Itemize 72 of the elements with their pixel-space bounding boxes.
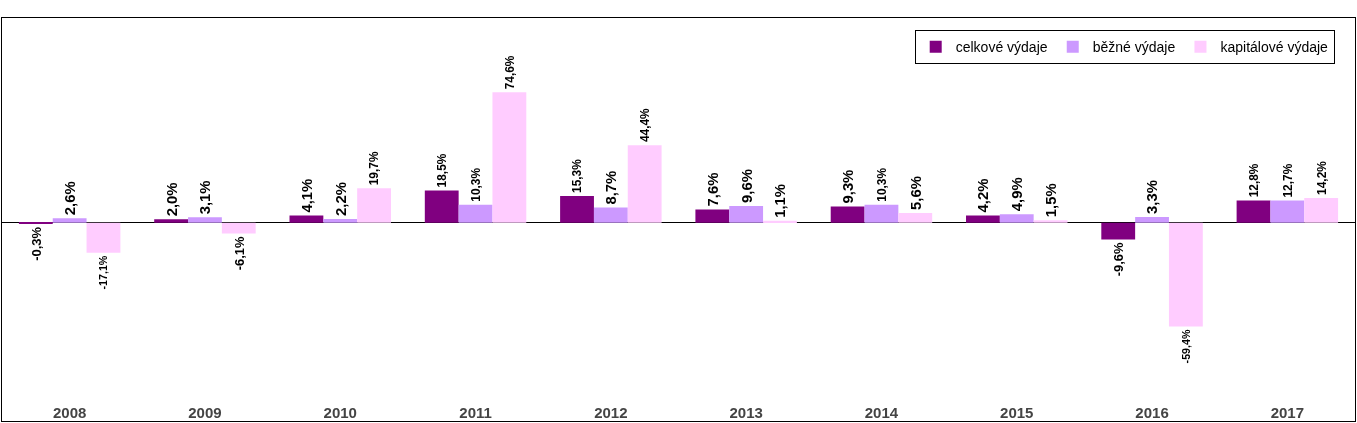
bar — [627, 145, 662, 223]
bar — [1304, 197, 1339, 223]
legend-label: celkové výdaje — [955, 39, 1048, 56]
data-label: 10,3% — [874, 167, 889, 202]
bar — [289, 215, 324, 223]
x-tick-label: 2015 — [1000, 404, 1034, 421]
bar — [864, 204, 899, 223]
data-label: 7,6% — [704, 172, 721, 207]
bar — [458, 204, 493, 223]
bar — [492, 92, 527, 223]
bar — [52, 218, 87, 223]
data-label: 4,2% — [975, 178, 992, 213]
bar — [221, 222, 256, 234]
data-label: -0,3% — [28, 226, 44, 261]
bar — [695, 209, 730, 223]
bar — [763, 220, 797, 223]
bar — [1135, 216, 1169, 223]
bar — [729, 205, 764, 223]
data-label: 8,7% — [603, 170, 620, 205]
bar — [1168, 222, 1203, 327]
data-label: 5,6% — [907, 176, 924, 210]
data-label: 3,3% — [1144, 180, 1161, 214]
data-label: 10,3% — [468, 167, 483, 202]
data-label: 15,3% — [570, 158, 585, 193]
bar — [966, 215, 1000, 223]
bar — [830, 206, 865, 223]
data-label: 14,2% — [1314, 160, 1329, 195]
x-tick-label: 2010 — [323, 404, 357, 421]
bar — [86, 222, 121, 253]
data-label: 19,7% — [367, 151, 382, 186]
bar — [188, 217, 222, 223]
data-label: -6,1% — [231, 235, 247, 271]
bar — [424, 190, 459, 223]
bar — [999, 214, 1034, 223]
data-label: -9,6% — [1110, 242, 1126, 277]
bar — [1236, 200, 1271, 223]
bar — [357, 188, 391, 223]
data-label: 18,5% — [435, 153, 450, 188]
x-tick-label: 2017 — [1270, 404, 1305, 421]
bar — [1101, 222, 1136, 240]
legend-label: běžné výdaje — [1092, 39, 1176, 56]
data-label: 74,6% — [502, 55, 517, 90]
data-label: 3,1% — [197, 180, 214, 215]
x-tick-label: 2008 — [52, 404, 87, 421]
bar — [560, 196, 594, 223]
data-label: 2,0% — [163, 182, 180, 217]
bar — [323, 218, 358, 223]
x-tick-label: 2014 — [864, 404, 899, 421]
data-label: 4,1% — [298, 178, 315, 213]
x-tick-label: 2009 — [188, 404, 222, 421]
data-label: 12,8% — [1246, 163, 1261, 198]
x-tick-label: 2011 — [459, 404, 492, 421]
data-label: 2,2% — [332, 182, 349, 216]
data-label: 9,3% — [840, 169, 857, 204]
bar — [154, 219, 189, 223]
bar — [593, 207, 628, 223]
data-label: -17,1% — [97, 255, 110, 290]
data-label: 44,4% — [638, 107, 653, 143]
bar — [898, 212, 933, 223]
legend-label: kapitálové výdaje — [1220, 39, 1329, 56]
bar — [1270, 200, 1305, 223]
data-label: 4,9% — [1009, 177, 1026, 212]
data-label: 12,7% — [1280, 163, 1295, 198]
x-tick-label: 2016 — [1135, 404, 1169, 421]
x-tick-label: 2013 — [729, 404, 763, 421]
data-label: 1,5% — [1043, 183, 1060, 218]
bar — [1033, 220, 1068, 223]
data-label: 9,6% — [738, 169, 755, 203]
data-label: 2,6% — [62, 181, 79, 216]
data-label: 1,1% — [772, 184, 789, 218]
data-label: -59,4% — [1179, 329, 1192, 364]
x-tick-label: 2012 — [594, 404, 628, 421]
